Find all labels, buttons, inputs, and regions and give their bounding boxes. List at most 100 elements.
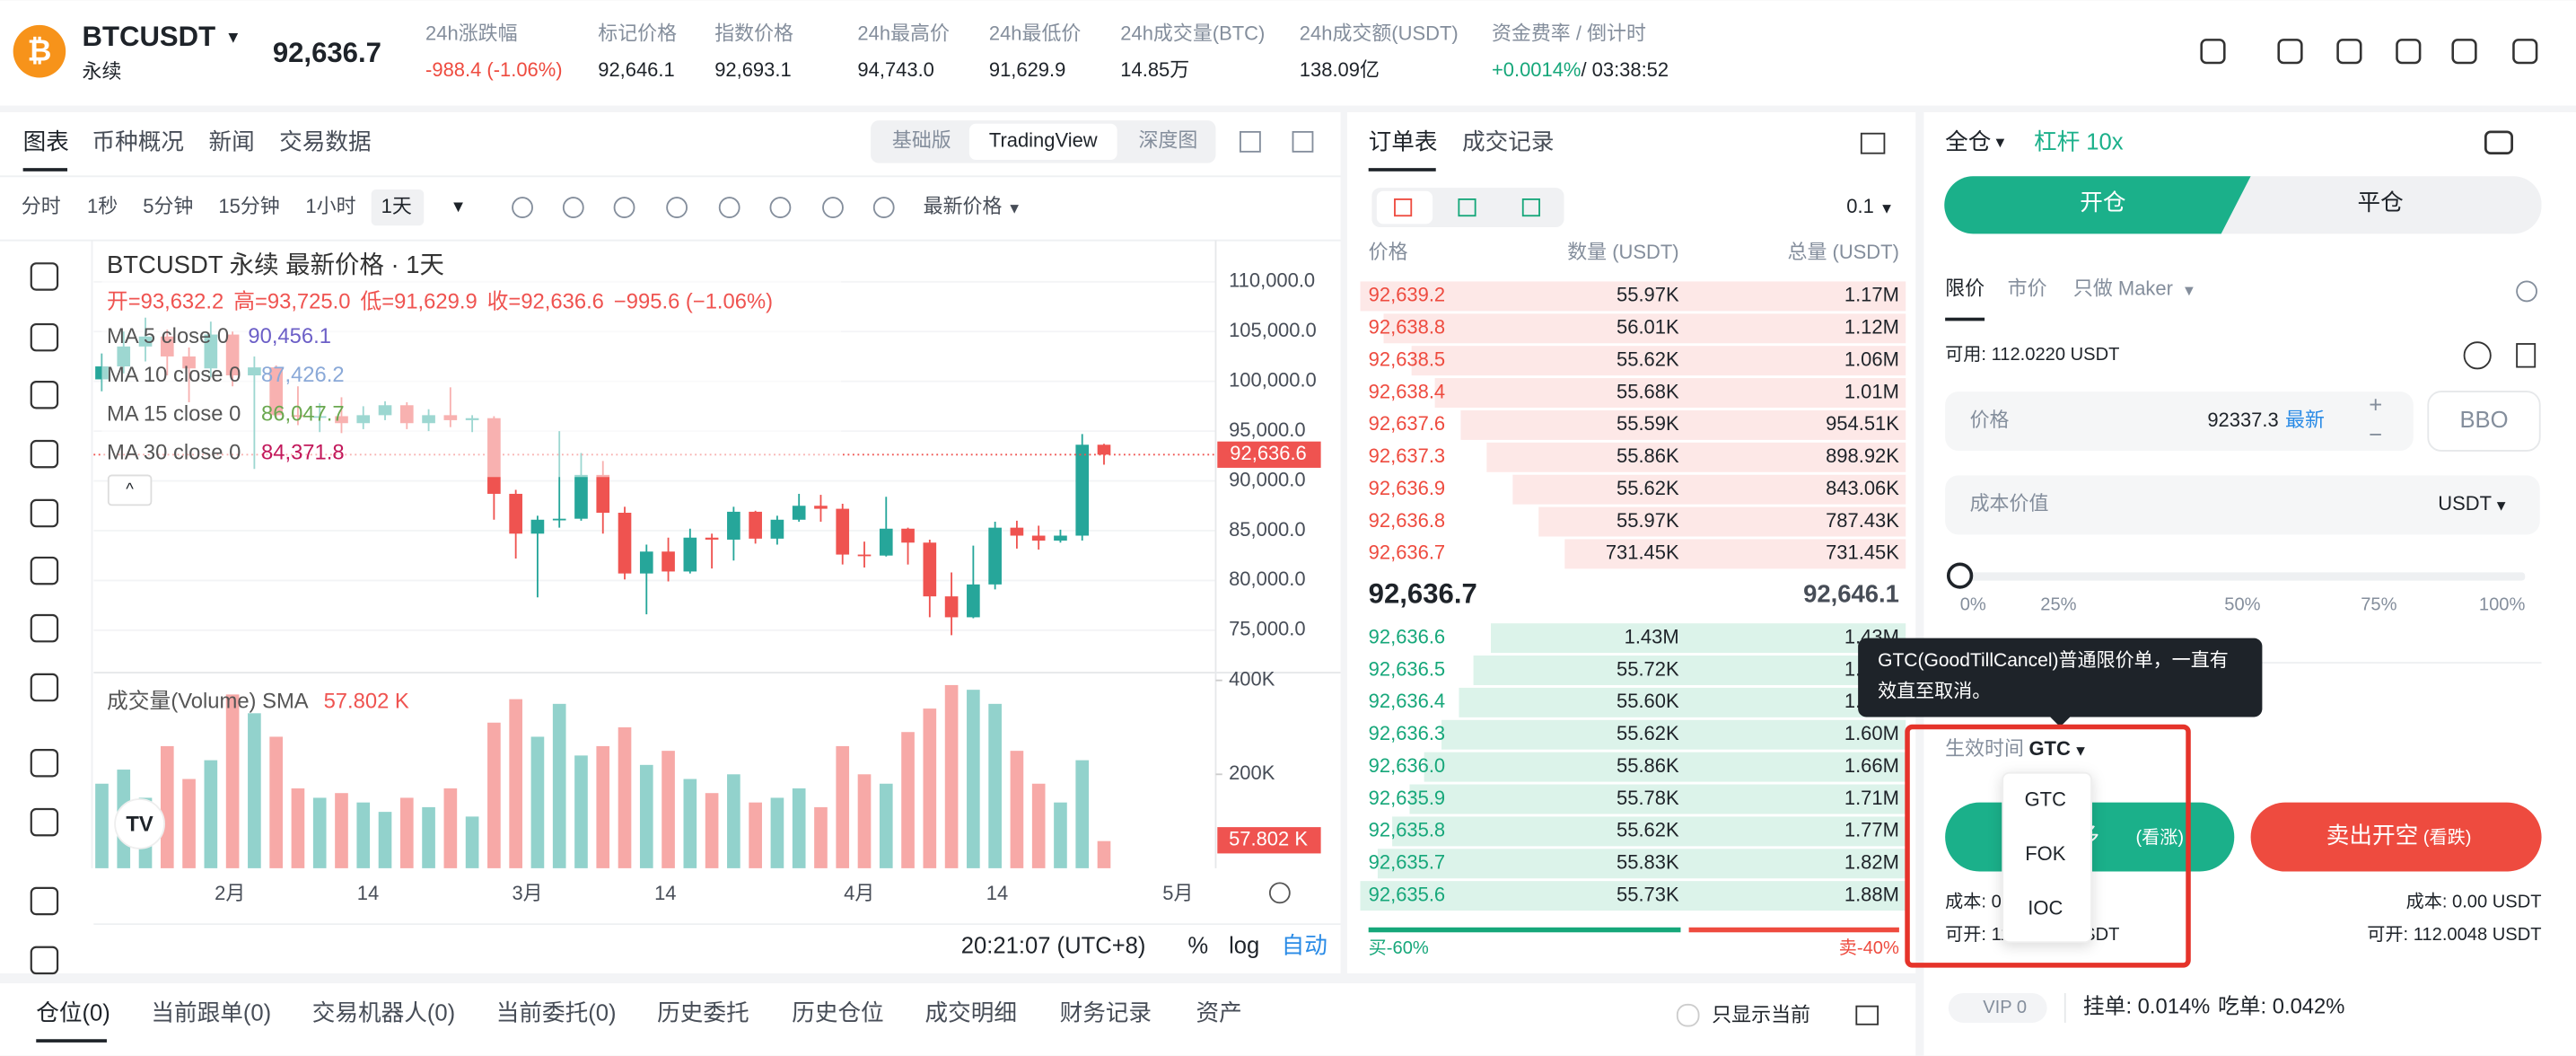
stepper[interactable]: −	[2369, 422, 2382, 447]
margin-mode[interactable]: 全仓	[1945, 128, 1991, 154]
toolbar-icon[interactable]	[666, 197, 688, 218]
view-option[interactable]: TradingView	[989, 129, 1098, 152]
book-price[interactable]: 92,639.2	[1369, 284, 1445, 306]
position-tab[interactable]: 财务记录	[1060, 1000, 1152, 1026]
header-icon[interactable]	[2451, 39, 2477, 65]
book-mode-icon[interactable]	[1521, 198, 1540, 217]
book-mode-icon[interactable]	[1394, 198, 1413, 217]
toolbar-icon[interactable]	[562, 197, 584, 218]
book-price[interactable]: 92,635.6	[1369, 883, 1445, 905]
drawing-tool[interactable]	[30, 381, 59, 409]
tif-value[interactable]: GTC	[2028, 737, 2070, 760]
calc-icon[interactable]	[2516, 343, 2537, 368]
unit-caret[interactable]: ▼	[2493, 498, 2508, 515]
interval[interactable]: 1天	[381, 195, 412, 217]
position-tab[interactable]: 当前委托(0)	[496, 1000, 617, 1026]
bbo-btn[interactable]	[2427, 391, 2541, 452]
book-price[interactable]: 92,637.6	[1369, 412, 1445, 435]
interval[interactable]: 15分钟	[218, 195, 279, 217]
interval[interactable]: 5分钟	[143, 195, 193, 217]
toolbar-icon[interactable]	[613, 197, 635, 218]
scale-option[interactable]: %	[1187, 934, 1208, 959]
collapse-glyph[interactable]: ^	[126, 480, 134, 498]
header-icon[interactable]	[2277, 39, 2303, 65]
order-type[interactable]: 只做 Maker	[2073, 277, 2173, 299]
header-icon[interactable]	[2200, 39, 2226, 65]
price-source[interactable]: 最新价格	[924, 195, 1003, 217]
book-price[interactable]: 92,636.9	[1369, 477, 1445, 499]
margin-caret[interactable]: ▼	[1993, 135, 2007, 151]
bbo-label[interactable]: BBO	[2459, 408, 2508, 433]
interval[interactable]: 分时	[22, 195, 61, 217]
drawing-tool[interactable]	[30, 748, 59, 778]
interval[interactable]: 1秒	[87, 195, 118, 217]
price-source-caret[interactable]: ▼	[1007, 200, 1021, 216]
chart-tab[interactable]: 币种概况	[92, 128, 183, 154]
book-price[interactable]: 92,636.0	[1369, 754, 1445, 777]
slider-thumb[interactable]	[1946, 562, 1974, 589]
tif-option[interactable]: FOK	[2025, 842, 2065, 865]
panel-icon[interactable]	[1292, 130, 1314, 153]
header-icon[interactable]	[2512, 39, 2538, 65]
book-mode-icon[interactable]	[1458, 198, 1476, 217]
position-tab[interactable]: 仓位(0)	[36, 1000, 110, 1026]
view-option[interactable]: 深度图	[1138, 129, 1197, 152]
book-price[interactable]: 92,638.5	[1369, 348, 1445, 370]
maker-caret[interactable]: ▼	[2182, 283, 2196, 299]
drawing-tool[interactable]	[30, 556, 59, 585]
chart-tab[interactable]: 图表	[23, 128, 69, 154]
price-input[interactable]	[1945, 392, 2414, 451]
settings-icon[interactable]	[1268, 882, 1291, 904]
view-option[interactable]: 基础版	[892, 129, 951, 152]
symbol-caret[interactable]: ▼	[225, 27, 241, 46]
book-price[interactable]: 92,638.8	[1369, 316, 1445, 339]
header-icon[interactable]	[2336, 39, 2362, 65]
sell-btn[interactable]	[2250, 802, 2542, 872]
toolbar-icon[interactable]	[872, 197, 895, 218]
cost-input[interactable]	[1945, 475, 2540, 535]
scale-option[interactable]: 自动	[1282, 933, 1327, 959]
book-price[interactable]: 92,636.3	[1369, 722, 1445, 744]
sell-sub[interactable]: (看跌)	[2423, 827, 2472, 848]
checkbox[interactable]	[1676, 1003, 1700, 1027]
tif-option[interactable]: IOC	[2028, 896, 2063, 919]
toolbar-icon[interactable]	[769, 197, 792, 218]
book-price[interactable]: 92,635.9	[1369, 787, 1445, 809]
position-tab[interactable]: 资产	[1196, 1000, 1241, 1026]
toolbar-icon[interactable]	[822, 197, 844, 218]
book-price[interactable]: 92,636.6	[1369, 625, 1445, 647]
drawing-tool[interactable]	[30, 886, 59, 916]
orderbook-tab[interactable]: 订单表	[1369, 128, 1438, 154]
drawing-tool[interactable]	[30, 439, 59, 469]
filter-icon[interactable]	[1855, 1005, 1879, 1025]
drawing-tool[interactable]	[30, 807, 59, 837]
drawing-tool[interactable]	[30, 613, 59, 643]
close-tab[interactable]: 平仓	[2358, 189, 2404, 216]
book-price[interactable]: 92,638.4	[1369, 380, 1445, 402]
chart-tab[interactable]: 交易数据	[279, 128, 371, 154]
open-tab-bg[interactable]	[1944, 176, 2251, 234]
symbol[interactable]: BTCUSDT	[83, 21, 216, 52]
slider-track[interactable]	[1959, 572, 2526, 581]
book-price[interactable]: 92,637.3	[1369, 444, 1445, 467]
transfer-icon[interactable]	[2463, 341, 2492, 370]
drawing-tool[interactable]	[30, 262, 59, 291]
orderbook-tab[interactable]: 成交记录	[1462, 128, 1554, 154]
order-type[interactable]: 限价	[1945, 277, 1985, 299]
toolbar-icon[interactable]	[718, 197, 740, 218]
book-step-caret[interactable]: ▼	[1879, 200, 1894, 216]
scale-option[interactable]: log	[1229, 934, 1259, 959]
book-price[interactable]: 92,636.7	[1369, 541, 1445, 564]
drawing-tool[interactable]	[30, 498, 59, 528]
header-icon[interactable]	[2396, 39, 2422, 65]
collapse-btn[interactable]	[107, 474, 153, 506]
position-tab[interactable]: 成交明细	[924, 1000, 1016, 1026]
open-tab[interactable]: 开仓	[2080, 189, 2125, 216]
order-type[interactable]: 市价	[2008, 277, 2047, 299]
latest-btn[interactable]: 最新	[2285, 409, 2325, 431]
settings-icon[interactable]	[1860, 132, 1886, 154]
leverage[interactable]: 杠杆 10x	[2034, 128, 2124, 154]
book-price[interactable]: 92,635.8	[1369, 819, 1445, 841]
sell-label[interactable]: 卖出开空	[2326, 823, 2418, 849]
buy-sub[interactable]: (看涨)	[2135, 827, 2184, 848]
